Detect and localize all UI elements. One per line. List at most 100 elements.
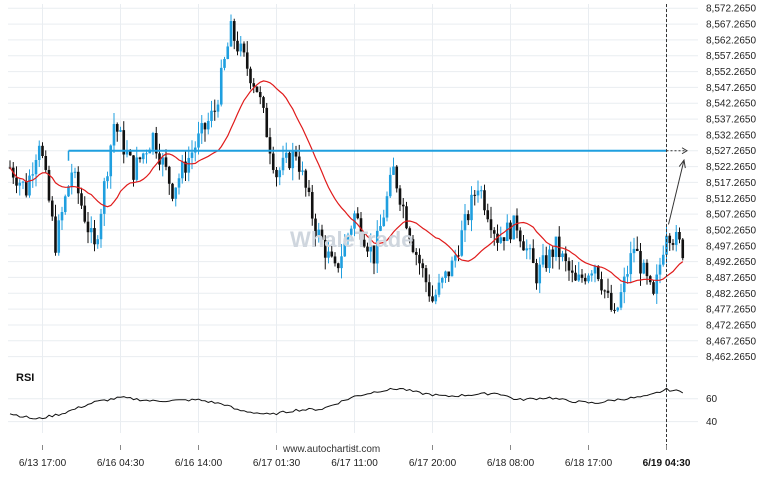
price-tick-label: 8,547.2650 (706, 83, 756, 94)
candle-bullish (229, 21, 233, 47)
candle-bullish (106, 176, 109, 182)
footer-link[interactable]: www.autochartist.com (282, 444, 380, 455)
candle-bullish (99, 213, 103, 240)
candle-bullish (31, 174, 35, 176)
candle-bearish (613, 309, 616, 311)
candle-bullish (632, 248, 636, 254)
candle-bearish (580, 274, 584, 278)
candle-bearish (356, 213, 360, 219)
candle-bearish (466, 214, 470, 221)
candle-bearish (314, 218, 317, 236)
candle-layer (8, 14, 685, 314)
price-tick-label: 8,542.2650 (706, 99, 756, 110)
candle-bullish (385, 196, 389, 218)
candle-bullish (187, 157, 191, 173)
candle-bearish (418, 254, 421, 264)
candle-bullish (37, 145, 41, 160)
rsi-line (9, 387, 684, 420)
resistance-extension-arrow (681, 147, 688, 155)
candle-bearish (557, 236, 561, 258)
candle-bearish (668, 235, 672, 244)
candle-bearish (258, 92, 262, 98)
candle-bullish (453, 255, 457, 261)
candle-bearish (265, 107, 269, 138)
candle-bearish (567, 261, 571, 271)
axis-layer: 8,572.2650 8,567.2650 8,562.2650 8,557.2650… (19, 4, 757, 469)
projection-arrow-line (668, 160, 685, 225)
candle-bullish (349, 228, 353, 235)
candle-bullish (525, 248, 529, 251)
time-tick-label: 6/17 01:30 (253, 458, 301, 469)
candle-bearish (333, 256, 337, 264)
candle-bullish (210, 110, 213, 121)
candle-bearish (138, 157, 142, 160)
time-tick-label: 6/17 20:00 (409, 458, 457, 469)
candle-bearish (171, 183, 174, 199)
candle-bearish (405, 206, 408, 229)
candle-bullish (369, 245, 373, 252)
candle-bullish (301, 170, 304, 172)
candle-bullish (70, 172, 74, 187)
candle-bearish (232, 21, 236, 41)
candle-bullish (340, 256, 343, 269)
candle-bearish (93, 228, 96, 245)
candle-bullish (135, 157, 139, 180)
candle-bearish (86, 221, 90, 233)
candle-bullish (590, 273, 594, 276)
candle-bearish (486, 210, 490, 220)
candle-bearish (583, 277, 587, 282)
candle-bearish (249, 68, 252, 84)
candle-bullish (21, 181, 25, 183)
candle-bullish (379, 226, 382, 231)
candle-bearish (15, 177, 18, 186)
candle-bearish (304, 170, 308, 188)
candle-bullish (346, 234, 350, 241)
candle-bearish (271, 153, 275, 170)
candle-bullish (444, 271, 447, 278)
candle-bullish (561, 253, 564, 258)
candle-bearish (164, 157, 168, 167)
projection-arrow-head (678, 158, 686, 169)
candle-bullish (151, 133, 155, 150)
candle-bearish (275, 169, 278, 178)
candle-bullish (674, 232, 678, 245)
candle-bullish (505, 222, 509, 241)
candle-bullish (102, 181, 106, 214)
candle-bullish (63, 196, 67, 213)
rsi-layer (9, 387, 684, 420)
price-tick-label: 8,552.2650 (706, 67, 756, 78)
price-tick-label: 8,572.2650 (706, 4, 756, 15)
price-tick-label: 8,502.2650 (706, 225, 756, 236)
candle-bearish (544, 255, 548, 269)
candle-bullish (119, 130, 122, 132)
candle-bullish (450, 260, 454, 277)
candle-bearish (483, 190, 486, 211)
price-tick-label: 8,532.2650 (706, 130, 756, 141)
candle-bullish (291, 150, 295, 169)
candle-bearish (447, 271, 451, 277)
candle-bearish (421, 263, 425, 269)
candle-bullish (593, 265, 597, 274)
candle-bullish (67, 186, 70, 197)
candle-bullish (278, 170, 282, 178)
candle-bullish (226, 46, 230, 59)
candle-bullish (89, 228, 93, 233)
candle-bearish (606, 290, 610, 293)
candle-bearish (203, 123, 207, 130)
candle-bearish (80, 193, 83, 206)
candle-bearish (154, 133, 158, 154)
candle-bearish (570, 270, 574, 273)
candle-bullish (499, 237, 503, 243)
candle-bullish (219, 67, 223, 105)
candle-bullish (375, 230, 379, 264)
candle-bearish (262, 97, 265, 108)
candle-bearish (323, 239, 327, 258)
candle-bearish (424, 268, 428, 283)
price-tick-label: 8,482.2650 (706, 289, 756, 300)
candle-bullish (548, 249, 551, 269)
candle-bearish (609, 292, 613, 310)
candle-bearish (496, 233, 499, 243)
rsi-tick-label: 40 (706, 417, 718, 428)
candle-bearish (24, 181, 28, 196)
